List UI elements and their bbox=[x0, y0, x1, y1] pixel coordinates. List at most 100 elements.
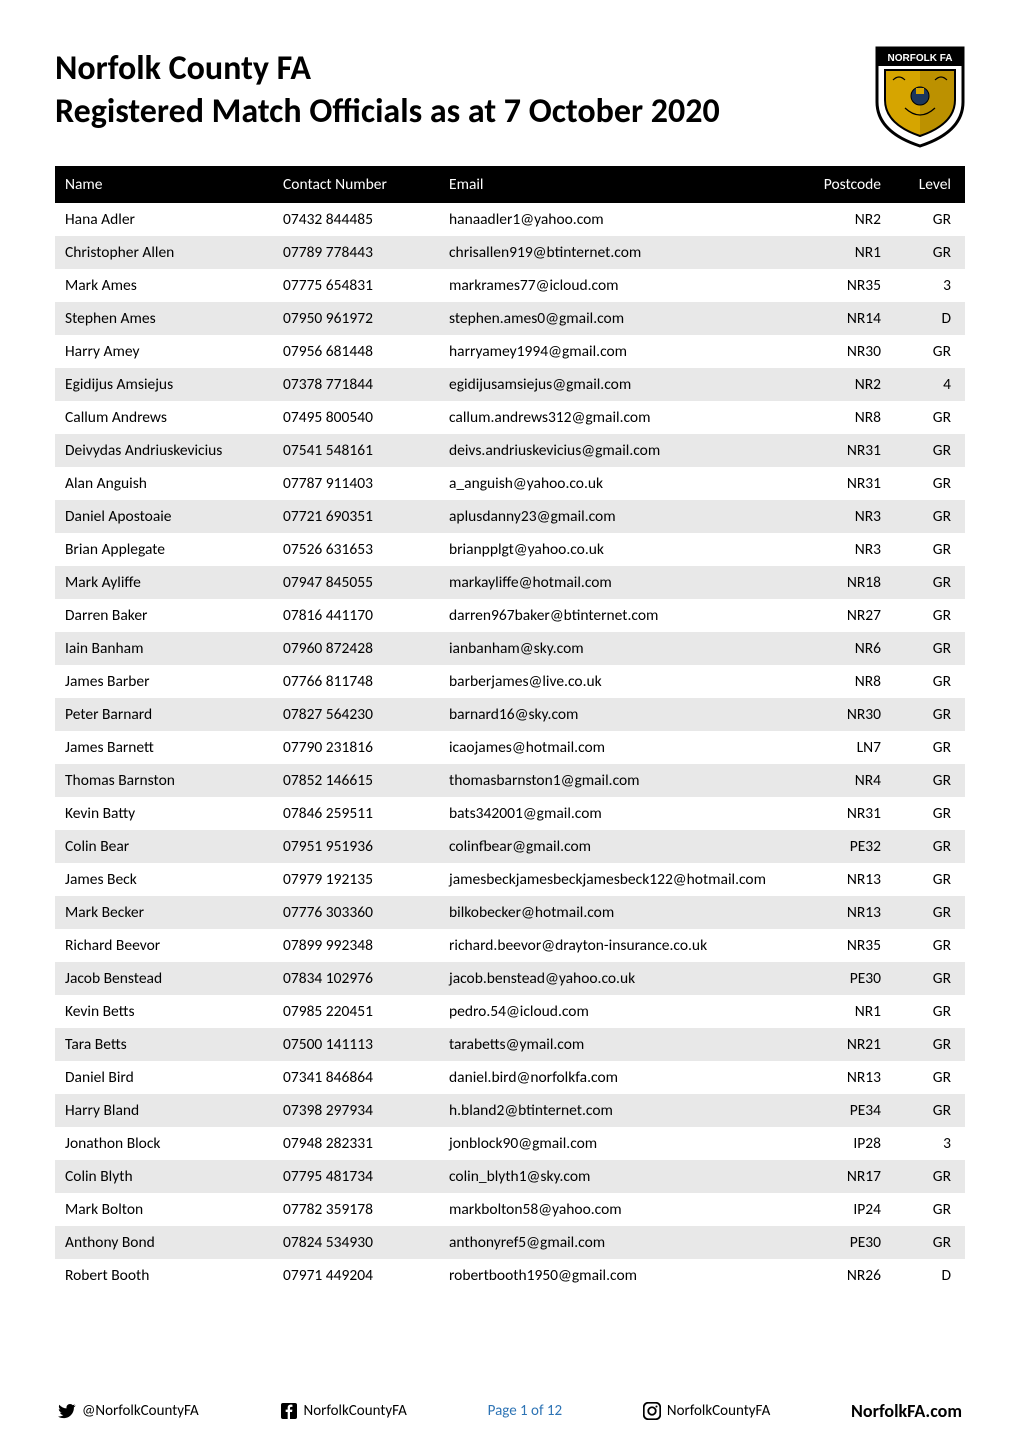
cell-postcode: IP24 bbox=[799, 1193, 895, 1226]
cell-postcode: NR35 bbox=[799, 269, 895, 302]
table-header-row: Name Contact Number Email Postcode Level bbox=[55, 166, 965, 203]
footer-twitter: @NorfolkCountyFA bbox=[58, 1402, 199, 1420]
cell-name: Mark Becker bbox=[55, 896, 273, 929]
table-row: Mark Ayliffe07947 845055markayliffe@hotm… bbox=[55, 566, 965, 599]
cell-email: egidijusamsiejus@gmail.com bbox=[439, 368, 799, 401]
cell-contact: 07378 771844 bbox=[273, 368, 439, 401]
cell-name: Tara Betts bbox=[55, 1028, 273, 1061]
cell-postcode: NR3 bbox=[799, 500, 895, 533]
cell-contact: 07948 282331 bbox=[273, 1127, 439, 1160]
title-line-1: Norfolk County FA bbox=[55, 48, 311, 89]
table-row: Harry Amey07956 681448harryamey1994@gmai… bbox=[55, 335, 965, 368]
cell-postcode: IP28 bbox=[799, 1127, 895, 1160]
cell-email: daniel.bird@norfolkfa.com bbox=[439, 1061, 799, 1094]
cell-name: Mark Ames bbox=[55, 269, 273, 302]
cell-contact: 07979 192135 bbox=[273, 863, 439, 896]
cell-level: GR bbox=[895, 929, 965, 962]
twitter-icon bbox=[58, 1402, 76, 1420]
cell-email: callum.andrews312@gmail.com bbox=[439, 401, 799, 434]
cell-postcode: NR30 bbox=[799, 335, 895, 368]
table-row: James Beck07979 192135jamesbeckjamesbeck… bbox=[55, 863, 965, 896]
cell-level: GR bbox=[895, 1028, 965, 1061]
cell-postcode: NR31 bbox=[799, 434, 895, 467]
cell-postcode: NR21 bbox=[799, 1028, 895, 1061]
table-row: Brian Applegate07526 631653brianpplgt@ya… bbox=[55, 533, 965, 566]
cell-postcode: NR27 bbox=[799, 599, 895, 632]
cell-name: Daniel Bird bbox=[55, 1061, 273, 1094]
cell-name: Harry Bland bbox=[55, 1094, 273, 1127]
table-row: Egidijus Amsiejus07378 771844egidijusams… bbox=[55, 368, 965, 401]
cell-name: Stephen Ames bbox=[55, 302, 273, 335]
footer-page-number: Page 1 of 12 bbox=[488, 1402, 562, 1420]
footer-brand: NorfolkFA.com bbox=[851, 1400, 962, 1422]
cell-postcode: NR2 bbox=[799, 203, 895, 236]
cell-postcode: NR26 bbox=[799, 1259, 895, 1292]
footer-instagram-handle: NorfolkCountyFA bbox=[667, 1402, 770, 1420]
cell-email: markayliffe@hotmail.com bbox=[439, 566, 799, 599]
cell-level: GR bbox=[895, 434, 965, 467]
cell-contact: 07775 654831 bbox=[273, 269, 439, 302]
cell-contact: 07852 146615 bbox=[273, 764, 439, 797]
cell-email: tarabetts@ymail.com bbox=[439, 1028, 799, 1061]
cell-name: Harry Amey bbox=[55, 335, 273, 368]
cell-email: bilkobecker@hotmail.com bbox=[439, 896, 799, 929]
cell-level: GR bbox=[895, 1094, 965, 1127]
cell-level: GR bbox=[895, 500, 965, 533]
table-row: Stephen Ames07950 961972stephen.ames0@gm… bbox=[55, 302, 965, 335]
cell-level: GR bbox=[895, 863, 965, 896]
cell-level: GR bbox=[895, 764, 965, 797]
cell-postcode: NR13 bbox=[799, 896, 895, 929]
cell-name: Colin Blyth bbox=[55, 1160, 273, 1193]
cell-email: jamesbeckjamesbeckjamesbeck122@hotmail.c… bbox=[439, 863, 799, 896]
cell-postcode: NR17 bbox=[799, 1160, 895, 1193]
cell-name: James Barber bbox=[55, 665, 273, 698]
cell-email: chrisallen919@btinternet.com bbox=[439, 236, 799, 269]
cell-postcode: NR6 bbox=[799, 632, 895, 665]
table-row: James Barnett07790 231816icaojames@hotma… bbox=[55, 731, 965, 764]
cell-postcode: NR18 bbox=[799, 566, 895, 599]
cell-postcode: NR2 bbox=[799, 368, 895, 401]
table-row: Peter Barnard07827 564230barnard16@sky.c… bbox=[55, 698, 965, 731]
cell-name: Kevin Batty bbox=[55, 797, 273, 830]
table-row: Tara Betts07500 141113tarabetts@ymail.co… bbox=[55, 1028, 965, 1061]
cell-name: Jonathon Block bbox=[55, 1127, 273, 1160]
cell-contact: 07787 911403 bbox=[273, 467, 439, 500]
cell-email: h.bland2@btinternet.com bbox=[439, 1094, 799, 1127]
cell-contact: 07790 231816 bbox=[273, 731, 439, 764]
cell-name: Egidijus Amsiejus bbox=[55, 368, 273, 401]
cell-email: barberjames@live.co.uk bbox=[439, 665, 799, 698]
cell-contact: 07341 846864 bbox=[273, 1061, 439, 1094]
cell-contact: 07899 992348 bbox=[273, 929, 439, 962]
cell-contact: 07846 259511 bbox=[273, 797, 439, 830]
cell-email: stephen.ames0@gmail.com bbox=[439, 302, 799, 335]
cell-contact: 07495 800540 bbox=[273, 401, 439, 434]
table-row: Darren Baker07816 441170darren967baker@b… bbox=[55, 599, 965, 632]
cell-email: colinfbear@gmail.com bbox=[439, 830, 799, 863]
table-row: Daniel Apostoaie07721 690351aplusdanny23… bbox=[55, 500, 965, 533]
table-row: Hana Adler07432 844485hanaadler1@yahoo.c… bbox=[55, 203, 965, 236]
cell-contact: 07960 872428 bbox=[273, 632, 439, 665]
cell-level: GR bbox=[895, 995, 965, 1028]
cell-contact: 07951 951936 bbox=[273, 830, 439, 863]
table-row: Anthony Bond07824 534930anthonyref5@gmai… bbox=[55, 1226, 965, 1259]
table-row: Jacob Benstead07834 102976jacob.benstead… bbox=[55, 962, 965, 995]
cell-contact: 07721 690351 bbox=[273, 500, 439, 533]
cell-level: GR bbox=[895, 533, 965, 566]
cell-contact: 07956 681448 bbox=[273, 335, 439, 368]
cell-contact: 07827 564230 bbox=[273, 698, 439, 731]
cell-contact: 07398 297934 bbox=[273, 1094, 439, 1127]
footer-facebook: NorfolkCountyFA bbox=[280, 1402, 407, 1420]
cell-postcode: NR1 bbox=[799, 236, 895, 269]
cell-level: D bbox=[895, 302, 965, 335]
cell-postcode: NR31 bbox=[799, 797, 895, 830]
cell-email: bats342001@gmail.com bbox=[439, 797, 799, 830]
document-header: Norfolk County FA Registered Match Offic… bbox=[55, 48, 965, 148]
col-header-contact: Contact Number bbox=[273, 166, 439, 203]
facebook-icon bbox=[280, 1402, 298, 1420]
col-header-level: Level bbox=[895, 166, 965, 203]
cell-name: Hana Adler bbox=[55, 203, 273, 236]
cell-email: darren967baker@btinternet.com bbox=[439, 599, 799, 632]
cell-level: 3 bbox=[895, 269, 965, 302]
cell-email: jacob.benstead@yahoo.co.uk bbox=[439, 962, 799, 995]
table-row: Mark Becker07776 303360bilkobecker@hotma… bbox=[55, 896, 965, 929]
